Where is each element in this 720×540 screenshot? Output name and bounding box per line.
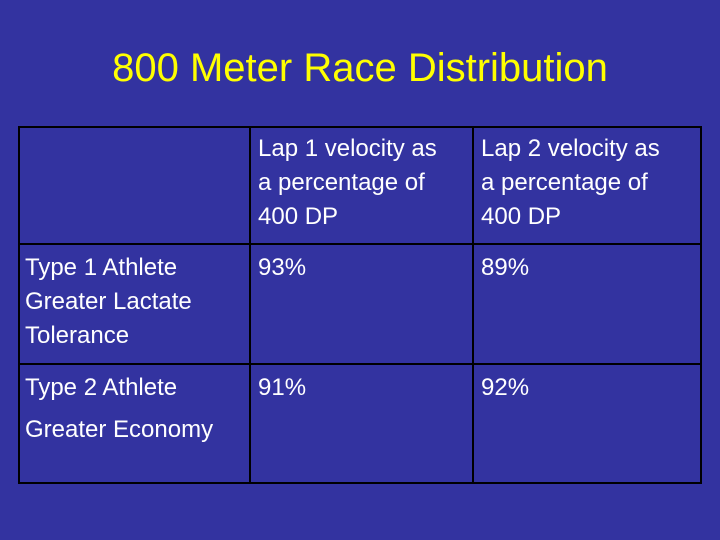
table-border-top (18, 126, 702, 128)
slide-title: 800 Meter Race Distribution (112, 46, 608, 90)
table-border-header (18, 243, 702, 245)
row1-lap2-value: 89% (481, 254, 530, 281)
header-lap1-line3: 400 DP (258, 203, 339, 230)
row1-label-line1: Type 1 Athlete (25, 254, 178, 281)
table-border-left (18, 126, 20, 484)
table-border-col2 (472, 126, 474, 484)
table-border-bottom (18, 482, 702, 484)
row1-label-line2: Greater Lactate (25, 288, 192, 315)
header-cell-lap1: Lap 1 velocity as a percentage of 400 DP (258, 132, 437, 234)
table-border-right (700, 126, 702, 484)
row1-lap1-value: 93% (258, 254, 307, 281)
row1-label: Type 1 Athlete Greater Lactate Tolerance (25, 251, 192, 353)
row2-label-line1: Type 2 Athlete (25, 374, 178, 401)
data-table: Lap 1 velocity as a percentage of 400 DP… (18, 126, 702, 484)
table-border-col1 (249, 126, 251, 484)
header-lap1-line1: Lap 1 velocity as (258, 135, 437, 162)
header-lap2-line2: a percentage of (481, 169, 648, 196)
row2-lap2-value: 92% (481, 374, 530, 401)
header-cell-lap2: Lap 2 velocity as a percentage of 400 DP (481, 132, 660, 234)
header-lap2-line3: 400 DP (481, 203, 562, 230)
row2-label: Type 2 Athlete Greater Economy (25, 367, 213, 451)
row2-label-line2: Greater Economy (25, 416, 214, 443)
header-lap2-line1: Lap 2 velocity as (481, 135, 660, 162)
table-border-row1 (18, 363, 702, 365)
row2-lap1-value: 91% (258, 374, 307, 401)
row1-label-line3: Tolerance (25, 322, 130, 349)
header-lap1-line2: a percentage of (258, 169, 425, 196)
